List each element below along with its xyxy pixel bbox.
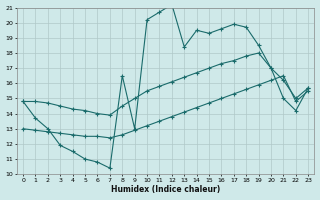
X-axis label: Humidex (Indice chaleur): Humidex (Indice chaleur) [111,185,220,194]
